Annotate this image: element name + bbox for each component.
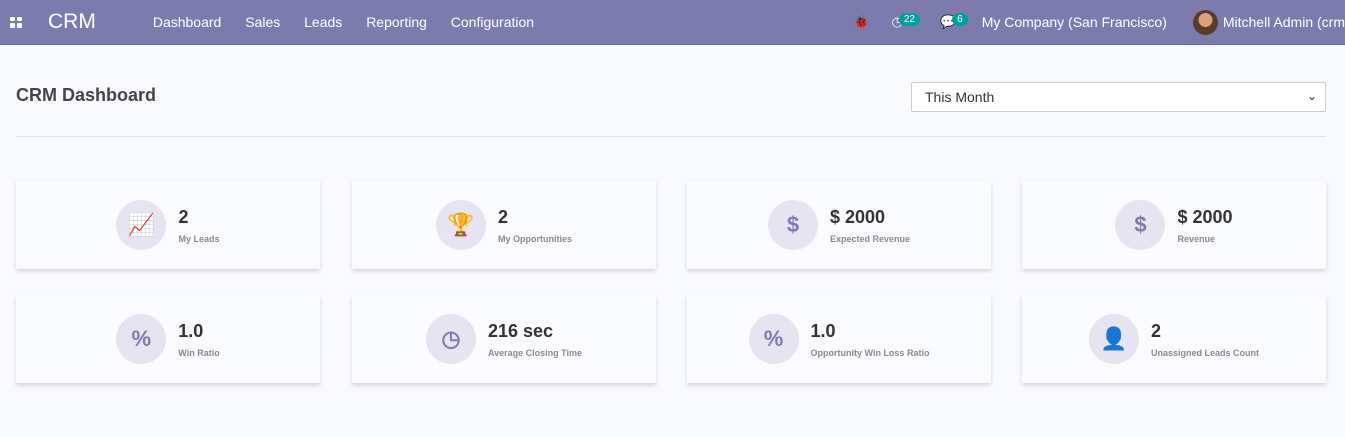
menu-reporting[interactable]: Reporting: [366, 14, 427, 30]
kpi-card[interactable]: $ $ 2000 Revenue: [1022, 181, 1326, 269]
dashboard-header: CRM Dashboard This Month ⌄: [16, 80, 1326, 137]
message-badge: 6: [952, 12, 968, 26]
chat-icon[interactable]: 💬: [939, 14, 957, 29]
period-value: This Month: [925, 89, 995, 105]
dollar-icon: $: [767, 200, 818, 250]
kpi-card[interactable]: % 1.0 Win Ratio: [16, 295, 320, 383]
kpi-card[interactable]: $ $ 2000 Expected Revenue: [687, 181, 991, 269]
kpi-label: My Opportunities: [498, 233, 572, 244]
navbar: CRM Dashboard Sales Leads Reporting Conf…: [0, 0, 1345, 45]
chevron-down-icon: ⌄: [1306, 89, 1317, 103]
kpi-value: 2: [498, 206, 509, 227]
kpi-label: Average Closing Time: [487, 347, 583, 358]
company-switcher[interactable]: My Company (San Francisco): [981, 14, 1167, 30]
kpi-label: Revenue: [1177, 233, 1215, 244]
percent-icon: %: [116, 314, 167, 364]
menu-leads[interactable]: Leads: [304, 14, 343, 30]
kpi-value: $ 2000: [1177, 206, 1233, 227]
period-select[interactable]: This Month ⌄: [911, 82, 1326, 112]
app-brand[interactable]: CRM: [48, 10, 96, 33]
kpi-label: Opportunity Win Loss Ratio: [810, 347, 930, 358]
kpi-label: My Leads: [178, 233, 220, 244]
kpi-label: Expected Revenue: [829, 233, 911, 244]
menu-sales[interactable]: Sales: [245, 14, 281, 30]
kpi-card[interactable]: 📈 2 My Leads: [16, 181, 320, 269]
kpi-card[interactable]: 🏆 2 My Opportunities: [352, 181, 656, 269]
kpi-value: 2: [1150, 320, 1161, 341]
kpi-value: 216 sec: [487, 320, 554, 341]
kpi-card[interactable]: 👤 2 Unassigned Leads Count: [1022, 295, 1326, 383]
kpi-card[interactable]: ◷ 216 sec Average Closing Time: [352, 295, 656, 383]
kpi-value: 2: [178, 206, 189, 227]
menu-dashboard[interactable]: Dashboard: [152, 14, 222, 30]
bug-icon[interactable]: 🐞: [853, 14, 870, 29]
avatar[interactable]: [1192, 9, 1218, 35]
kpi-label: Win Ratio: [178, 347, 220, 358]
kpi-value: 1.0: [810, 320, 836, 341]
clock-icon: ◷: [425, 314, 476, 364]
activity-clock-icon[interactable]: ◷: [891, 14, 903, 29]
apps-menu-icon[interactable]: [10, 16, 23, 28]
user-menu[interactable]: Mitchell Admin (crm: [1222, 14, 1345, 30]
kpi-value: 1.0: [178, 320, 204, 341]
chart-line-icon: 📈: [116, 200, 167, 250]
user-times-icon: 👤: [1088, 314, 1139, 364]
menu-configuration[interactable]: Configuration: [450, 14, 535, 30]
kpi-card[interactable]: % 1.0 Opportunity Win Loss Ratio: [687, 295, 991, 383]
page-title: CRM Dashboard: [16, 85, 157, 105]
activity-badge: 22: [898, 12, 920, 26]
percent-icon: %: [748, 314, 799, 364]
kpi-label: Unassigned Leads Count: [1150, 347, 1259, 358]
trophy-icon: 🏆: [436, 200, 486, 250]
dollar-icon: $: [1115, 200, 1166, 250]
kpi-value: $ 2000: [829, 206, 886, 227]
